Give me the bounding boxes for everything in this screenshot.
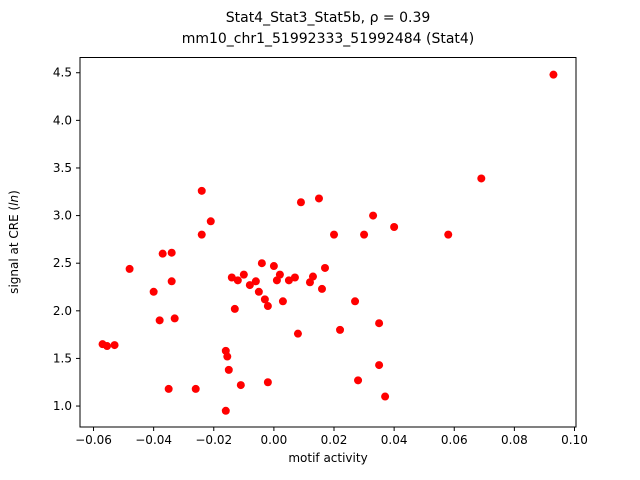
scatter-point <box>167 277 176 286</box>
scatter-point <box>320 263 329 272</box>
scatter-point <box>278 297 287 306</box>
scatter-point <box>354 376 363 385</box>
scatter-point <box>224 365 233 374</box>
y-tick-label: 1.5 <box>53 351 72 365</box>
scatter-point <box>251 277 260 286</box>
scatter-point <box>317 284 326 293</box>
scatter-point <box>227 273 236 282</box>
scatter-point <box>149 287 158 296</box>
scatter-point <box>263 378 272 387</box>
scatter-point <box>351 297 360 306</box>
scatter-point <box>158 249 167 258</box>
scatter-point <box>254 287 263 296</box>
x-tick-label: 0.04 <box>381 433 408 447</box>
scatter-point <box>257 259 266 268</box>
scatter-point <box>167 248 176 257</box>
scatter-point <box>110 341 119 350</box>
x-tick-label: −0.04 <box>135 433 172 447</box>
x-tick-label: 0.06 <box>441 433 468 447</box>
scatter-point <box>336 325 345 334</box>
scatter-point <box>263 302 272 311</box>
scatter-point <box>390 223 399 232</box>
axes-frame <box>79 57 577 428</box>
y-tick-label: 4.0 <box>53 113 72 127</box>
scatter-point <box>191 384 200 393</box>
chart-title-block: Stat4_Stat3_Stat5b, ρ = 0.39 mm10_chr1_5… <box>80 8 576 50</box>
scatter-point <box>381 392 390 401</box>
scatter-point <box>269 262 278 271</box>
scatter-point <box>230 304 239 313</box>
scatter-point <box>330 230 339 239</box>
scatter-point <box>293 329 302 338</box>
scatter-point <box>375 361 384 370</box>
scatter-point <box>314 194 323 203</box>
scatter-point <box>375 319 384 328</box>
scatter-point <box>236 381 245 390</box>
scatter-point <box>477 174 486 183</box>
scatter-point <box>369 211 378 220</box>
scatter-point <box>239 270 248 279</box>
scatter-point <box>260 295 269 304</box>
scatter-point <box>296 198 305 207</box>
chart-subtitle: mm10_chr1_51992333_51992484 (Stat4) <box>181 31 475 47</box>
x-tick-label: 0.02 <box>321 433 348 447</box>
scatter-point <box>103 342 112 351</box>
scatter-point <box>221 406 230 415</box>
chart-title: Stat4_Stat3_Stat5b, ρ = 0.39 <box>225 10 431 26</box>
y-tick-label: 2.0 <box>53 304 72 318</box>
scatter-point <box>308 272 317 281</box>
scatter-point <box>275 270 284 279</box>
x-tick-label: 0.08 <box>501 433 528 447</box>
y-tick-label: 2.5 <box>53 256 72 270</box>
x-axis-label: motif activity <box>288 451 368 465</box>
scatter-point <box>284 276 293 285</box>
scatter-point <box>549 70 558 79</box>
scatter-point <box>125 264 134 273</box>
y-tick-label: 4.5 <box>53 66 72 80</box>
y-axis-label-italic: ln <box>7 194 21 206</box>
y-tick-label: 3.5 <box>53 161 72 175</box>
y-axis-label-suffix: ) <box>7 190 21 195</box>
scatter-point <box>155 316 164 325</box>
y-axis-label-prefix: signal at CRE ( <box>7 205 21 294</box>
scatter-point <box>197 230 206 239</box>
scatter-point <box>360 230 369 239</box>
scatter-point <box>164 384 173 393</box>
scatter-point <box>233 276 242 285</box>
scatter-point <box>197 186 206 195</box>
y-tick-label: 3.0 <box>53 209 72 223</box>
scatter-point <box>290 273 299 282</box>
scatter-point <box>170 314 179 323</box>
scatter-point <box>444 230 453 239</box>
y-tick-label: 1.0 <box>53 399 72 413</box>
x-tick-label: 0.10 <box>561 433 588 447</box>
scatter-point <box>245 281 254 290</box>
scatter-point <box>223 352 232 361</box>
scatter-point <box>206 217 215 226</box>
x-tick-label: 0.00 <box>261 433 288 447</box>
x-tick-label: −0.02 <box>195 433 232 447</box>
x-tick-label: −0.06 <box>75 433 112 447</box>
